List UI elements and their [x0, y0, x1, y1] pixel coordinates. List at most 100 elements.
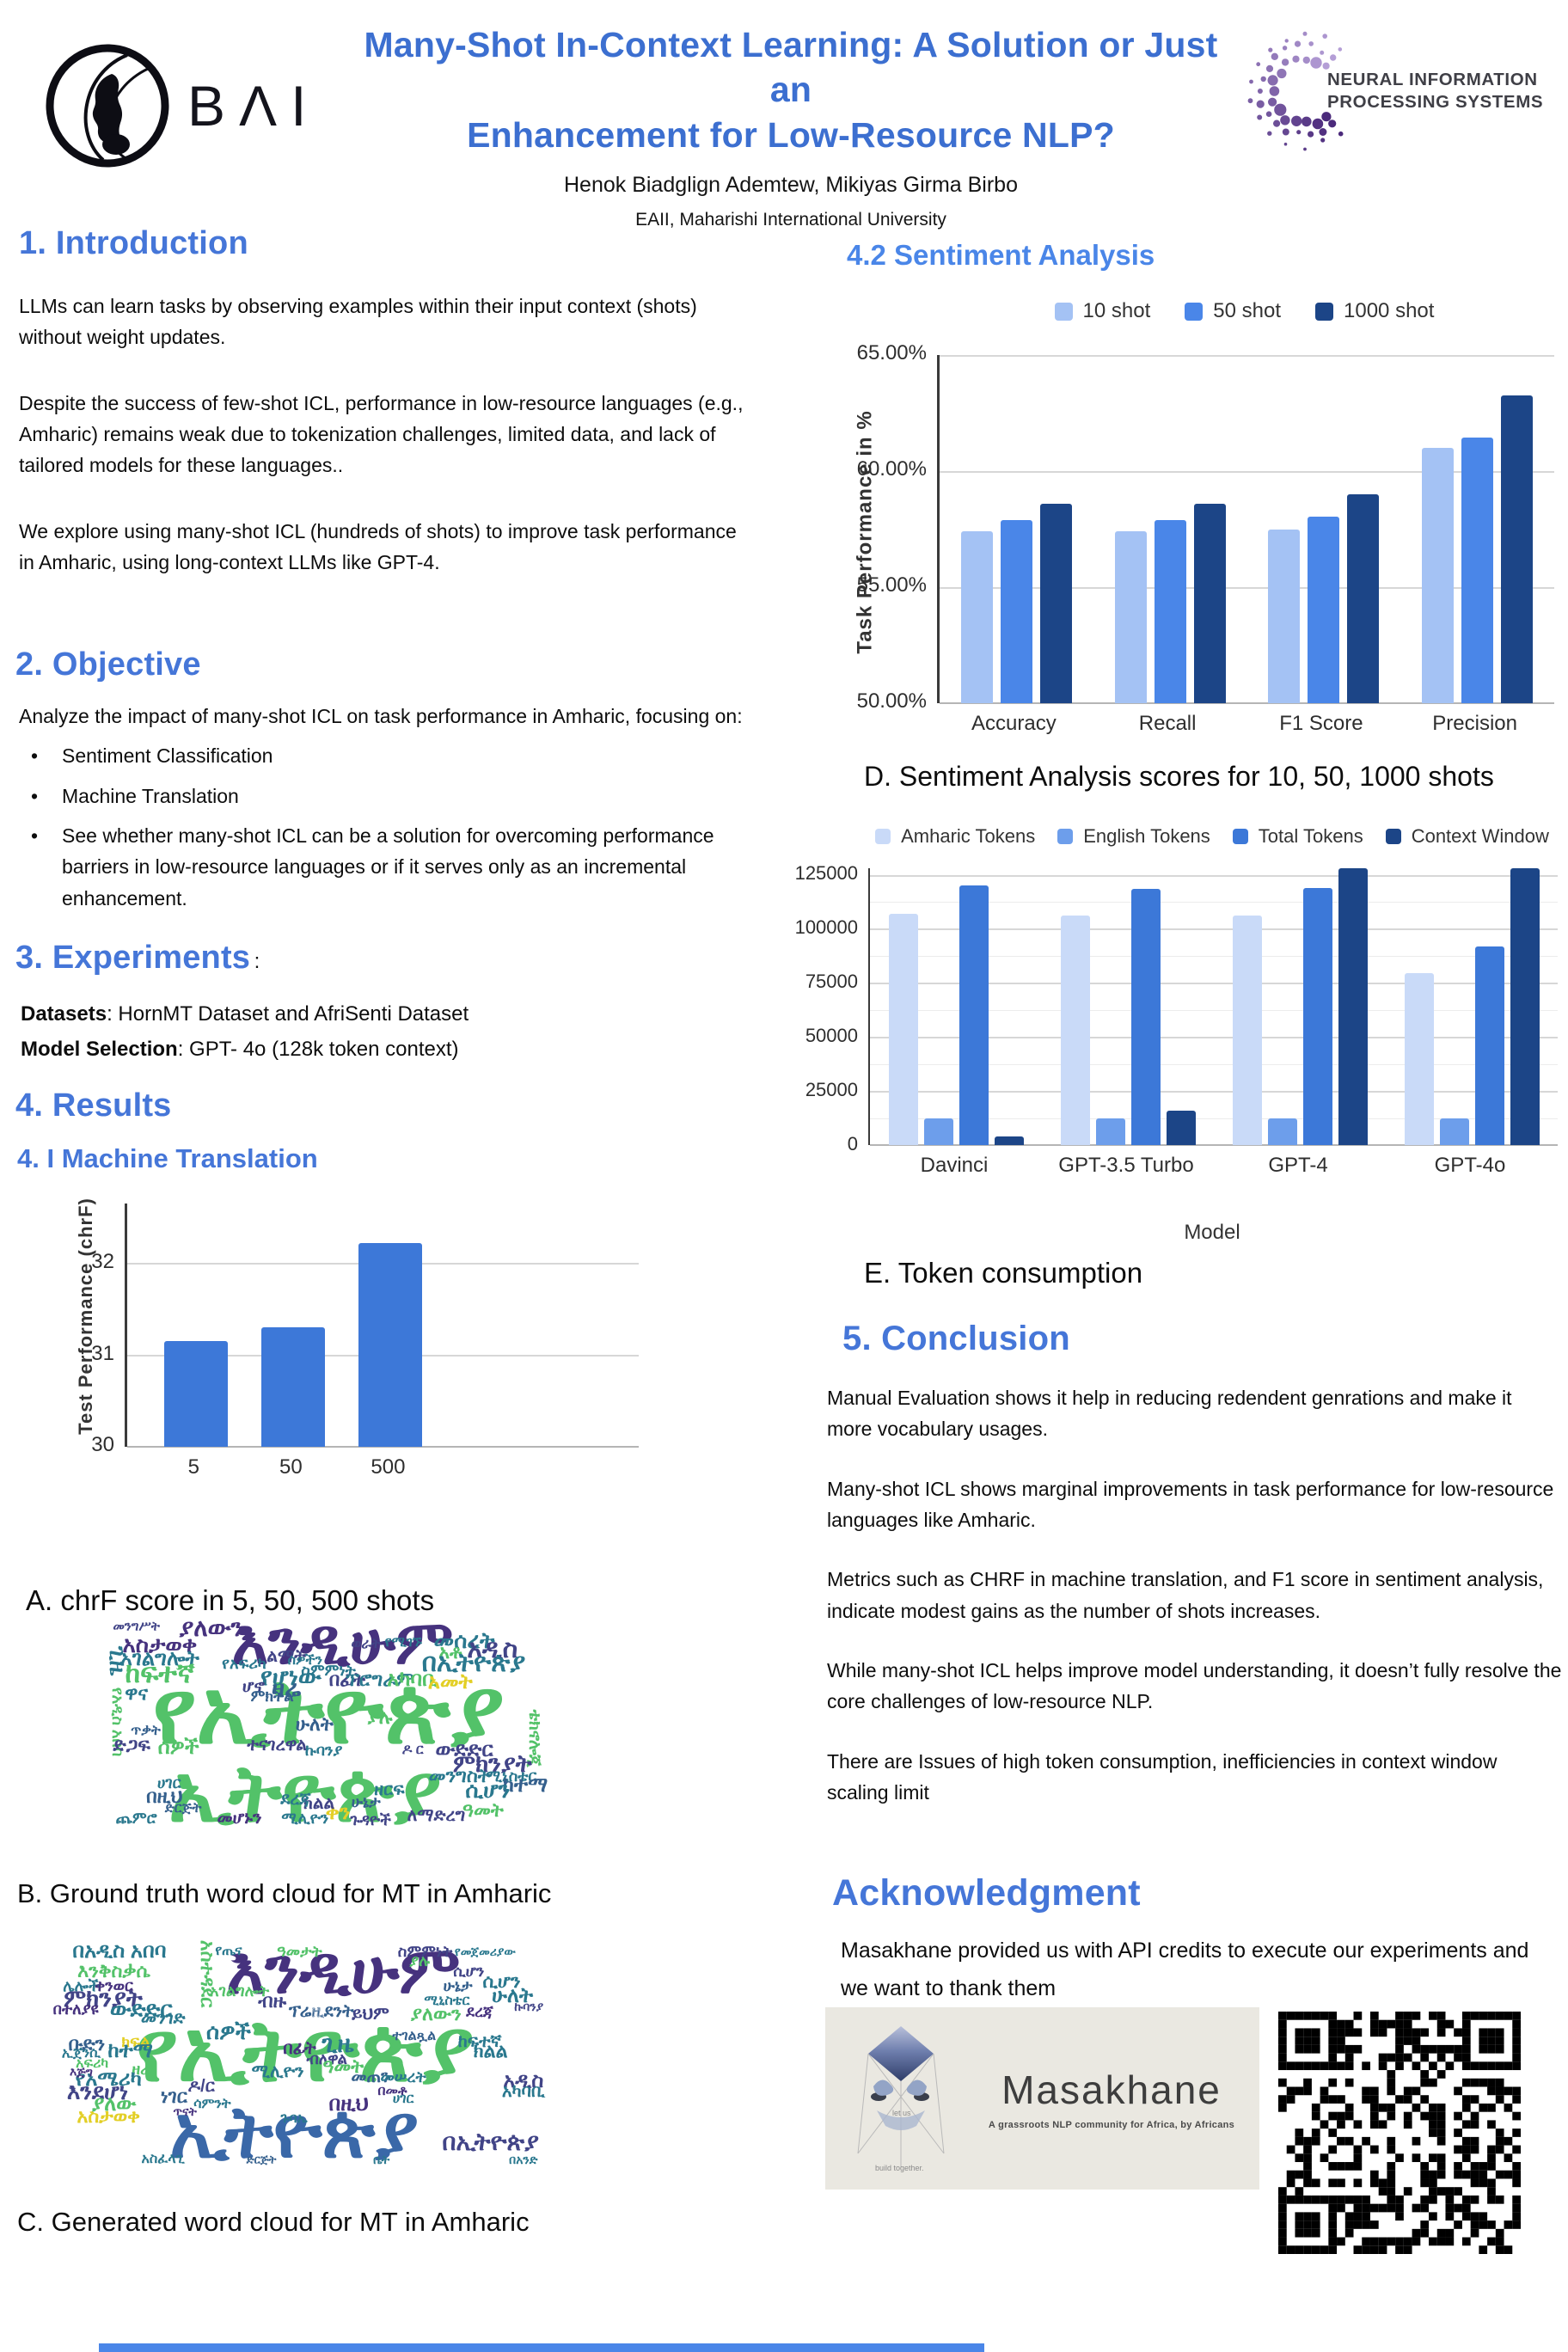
- 1000-shot-legend-swatch: [1315, 302, 1334, 321]
- Amharic Tokens-bar-davinci: [888, 913, 918, 1145]
- 50-shot-legend-swatch: [1185, 302, 1204, 321]
- wordcloud-word: እጅግ: [69, 2064, 93, 2079]
- x-category-label: 50: [279, 1455, 303, 1479]
- paragraph: We explore using many-shot ICL (hundreds…: [19, 519, 737, 573]
- wordcloud-word: በአንድ: [509, 2152, 538, 2166]
- minor-gridline: [870, 1063, 1558, 1065]
- wordcloud-word: አፍሪካ: [76, 2056, 109, 2071]
- wordcloud-word: ክፍል: [121, 2032, 150, 2050]
- datasets-value: : HornMT Dataset and AfriSenti Dataset: [107, 1002, 469, 1026]
- x-category-label: Recall: [1138, 712, 1197, 735]
- chart-legend: 10 shot 50 shot 1000 shot: [937, 299, 1552, 323]
- wordcloud-word: ክልል: [473, 2040, 508, 2062]
- wordcloud-word: ክልል: [303, 1794, 335, 1814]
- wordcloud-word: ከፍተኛ: [125, 1657, 195, 1688]
- 10-shot-legend-swatch: [1054, 302, 1073, 321]
- wordcloud-word: ሚሊዮን: [281, 1809, 329, 1827]
- 1000 shot-bar-f1-score: [1347, 494, 1380, 703]
- wordcloud-word: ጉባኤ: [280, 2111, 308, 2127]
- wordcloud-word: ዶ ር: [401, 1742, 424, 1757]
- Total Tokens-bar-gpt-3-5-turbo: [1130, 888, 1161, 1145]
- Context Window-bar-davinci: [994, 1136, 1024, 1145]
- wordcloud-word: ኩባንያ: [304, 1741, 343, 1759]
- experiments-heading-text: 3. Experiments: [15, 940, 251, 976]
- wordcloud-word: አካባቢ: [501, 2082, 545, 2102]
- poster-title-line1: Many-Shot In-Context Learning: A Solutio…: [364, 25, 1218, 110]
- wordcloud-word: ጊዜ: [322, 2030, 354, 2057]
- wordcloud-word: አስታወቀ: [122, 1632, 198, 1658]
- 1000 shot-bar-precision: [1501, 395, 1534, 703]
- wordcloud-word: ውድድር: [109, 1995, 173, 2022]
- wordcloud-word: ዶ/ር: [187, 2077, 215, 2097]
- gridline: [870, 928, 1558, 931]
- y-tick-label: 30: [91, 1433, 114, 1457]
- wordcloud-word: የሚገኙ: [384, 1634, 422, 1650]
- legend-item: 1000 shot: [1315, 299, 1434, 323]
- footer-bar: [99, 2343, 984, 2352]
- masakhane-logo-card: let us build together. Masakhane A grass…: [825, 2007, 1259, 2190]
- legend-label: 50 shot: [1213, 299, 1282, 322]
- wordcloud-word: መሰረት: [433, 1626, 495, 1653]
- wordcloud-word: ስምምነት: [397, 1942, 453, 1960]
- neurips-logo: NEURAL INFORMATION PROCESSING SYSTEMS: [1245, 19, 1565, 161]
- bai-logo-text: BΛI: [187, 74, 321, 138]
- paragraph: LLMs can learn tasks by observing exampl…: [19, 295, 697, 349]
- context-window-legend-swatch: [1385, 829, 1401, 844]
- wordcloud-word: ሳምንት: [193, 2096, 231, 2111]
- y-axis-label: Test Performance (chrF): [74, 1197, 96, 1435]
- x-category-label: F1 Score: [1279, 712, 1363, 735]
- bai-logo: BΛI: [43, 41, 320, 170]
- wordcloud-word: ይህም: [352, 2004, 389, 2024]
- wordcloud-word: ያለውን: [179, 1614, 244, 1642]
- wordcloud-word: ያሉ: [409, 1952, 431, 1970]
- 10 shot-bar-precision: [1422, 448, 1455, 703]
- y-axis-label: Task Performance in %: [853, 410, 877, 654]
- wordcloud-word: ሁኔታ: [443, 1977, 473, 1995]
- wordcloud-word: ሚሊዮን: [251, 2061, 304, 2081]
- bar-5: [164, 1341, 229, 1447]
- wordcloud-word: ሚኒስቴር: [424, 1994, 470, 2008]
- wordcloud-word: መንገድ: [140, 2009, 186, 2029]
- section-heading-results: 4. Results: [15, 1087, 172, 1124]
- datasets-label: Datasets: [21, 1002, 107, 1026]
- bar-50: [261, 1327, 326, 1447]
- 10 shot-bar-f1-score: [1268, 529, 1301, 703]
- wordcloud-word: ወራት: [351, 1637, 381, 1652]
- authors: Henok Biadglign Ademtew, Mikiyas Girma B…: [563, 173, 1018, 198]
- 50 shot-bar-recall: [1154, 519, 1186, 703]
- wordcloud-word: ስምምነት: [301, 1662, 356, 1680]
- experiments-heading-colon: :: [254, 950, 260, 973]
- wordcloud-generated: እንዲሁም የኢትዮጵያ ኢትዮጵያ በአዲስ አበባ እንቅስቃሴ ሌሎች ቀንወር ምክን…: [43, 1933, 589, 2190]
- total-tokens-legend-swatch: [1232, 829, 1248, 844]
- wordcloud-word: ደረጃ: [466, 2002, 493, 2020]
- wordcloud-word: አገልግሎት: [119, 1646, 199, 1670]
- Amharic Tokens-bar-gpt-3-5-turbo: [1060, 916, 1090, 1145]
- wordcloud-word: ጉዳዮች: [350, 1811, 391, 1829]
- wordcloud-word: ጥቃት: [131, 1724, 161, 1738]
- wordcloud-word: እንዲሁም: [226, 1933, 461, 2007]
- gridline: [940, 355, 1554, 357]
- x-axis-label: Model: [1184, 1221, 1240, 1244]
- paragraph: Despite the success of few-shot ICL, per…: [19, 391, 744, 477]
- legend-item: 50 shot: [1185, 299, 1281, 323]
- wordcloud-word: በኢትዮጵያ: [442, 2128, 539, 2155]
- y-tick-label: 100000: [794, 916, 858, 939]
- introduction-text: LLMs can learn tasks by observing exampl…: [19, 291, 745, 612]
- y-tick-label: 65.00%: [856, 341, 927, 365]
- wordcloud-word: ዓመታት: [277, 1942, 322, 1960]
- poster-title-block: Many-Shot In-Context Learning: A Solutio…: [361, 22, 1221, 230]
- legend-label: Context Window: [1411, 825, 1549, 847]
- wordcloud-word: በአዲስ አበባ: [72, 1939, 167, 1963]
- wordcloud-word: ያለው: [91, 2092, 137, 2116]
- token-consumption-chart: Amharic Tokens English Tokens Total Tokens…: [795, 821, 1565, 1255]
- paragraph: Machine Translation: [24, 781, 750, 812]
- paragraph: Many-shot ICL shows marginal improvement…: [827, 1477, 1554, 1531]
- gridline: [127, 1446, 639, 1448]
- wordcloud-word: መሠረት: [380, 2067, 426, 2086]
- y-tick-label: 55.00%: [856, 573, 927, 597]
- wordcloud-word: ከተማ: [502, 1773, 548, 1797]
- masakhane-tag-bottom: build together.: [875, 2164, 924, 2172]
- x-category-label: Accuracy: [971, 712, 1057, 735]
- wordcloud-word: በፊት: [328, 1669, 365, 1691]
- wordcloud-word: ድጋፍ: [113, 1734, 150, 1756]
